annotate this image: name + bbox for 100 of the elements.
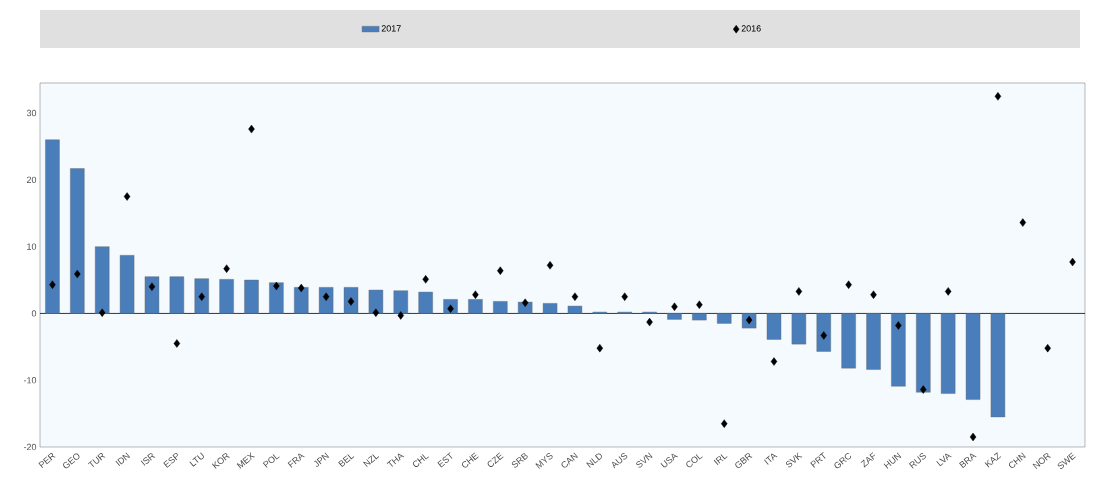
x-tick-label: ESP [163,453,178,468]
y-tick-label: -20 [23,443,37,451]
x-tick-label: SRB [511,453,528,468]
point [621,292,628,301]
point [770,357,778,366]
point [845,280,852,289]
point [944,287,952,296]
bar [816,313,831,352]
point [521,298,529,307]
point [397,311,404,320]
bar [567,305,583,314]
bar [940,313,956,394]
x-tick-label: BEL [338,454,355,468]
bar [169,276,185,314]
point [646,317,653,327]
bar [194,278,209,314]
y-tick-label: -10 [23,377,37,384]
bar [393,290,408,314]
point [123,192,131,201]
point [1044,343,1051,353]
x-tick-label: BRA [959,453,977,469]
point [596,343,604,353]
bar [717,313,732,324]
bar [542,303,558,314]
x-tick-label: USA [660,453,679,468]
point [298,283,305,293]
y-tick-label: 0 [31,310,37,317]
x-tick-label: THA [386,453,405,467]
point [820,331,827,340]
bar [418,291,433,314]
bar [219,279,234,314]
bar [70,168,85,314]
point [546,261,554,270]
bar [692,313,707,321]
point [994,92,1002,101]
x-tick-label: FRA [287,453,305,468]
x-tick-label: TUR [87,453,106,468]
x-tick-label: LTU [189,452,204,467]
bar [493,301,508,314]
point [497,266,504,275]
bar [965,313,981,400]
point [969,432,977,442]
bar [841,313,856,369]
bar [119,255,135,314]
bar [468,299,483,314]
bar [916,313,931,393]
y-tick-label: 10 [27,243,37,250]
point [223,264,230,273]
y-tick-label: 30 [26,109,37,117]
legend-label: 2016 [741,25,761,32]
point [870,290,877,299]
bar [368,289,384,314]
point [248,124,255,134]
bar [866,313,881,370]
x-tick-label: POL [262,454,280,468]
point [1069,257,1076,267]
bar [244,279,259,314]
x-tick-label: RUS [908,453,926,469]
x-tick-label: CZE [487,452,504,467]
x-tick-label: CHL [412,454,430,467]
point [74,269,81,279]
x-tick-label: IDN [115,452,131,467]
legend-label: 2017 [381,25,401,32]
x-tick-label: NZL [363,454,380,468]
x-tick-label: PER [38,453,56,469]
x-tick-label: IRL [713,454,728,466]
point [1019,218,1026,227]
point [49,280,56,289]
point [173,339,181,348]
bar [294,287,309,314]
y-tick-label: 20 [26,176,37,184]
bar [45,139,60,314]
point [571,292,579,301]
point [372,308,380,317]
point [148,282,156,291]
point [795,287,803,296]
bar [766,313,782,340]
bar [144,276,160,314]
bar [667,313,682,320]
bar [791,313,807,345]
x-tick-label: ISR [140,453,156,466]
point [273,281,280,291]
x-tick-label: COL [686,454,703,468]
bar [269,282,284,314]
bar [990,313,1006,418]
point [671,302,678,311]
x-tick-label: CAN [561,452,578,468]
point [696,300,703,309]
point [99,308,106,317]
bar [891,313,906,387]
x-tick-label: JPN [314,452,330,467]
x-tick-label: LVA [936,453,952,467]
point [895,321,902,330]
point [422,275,429,284]
point [920,385,927,394]
x-tick-label: GBR [735,453,753,468]
x-tick-label: NLD [586,453,602,468]
point [721,419,728,428]
x-tick-label: ITA [764,453,778,465]
point [472,290,479,299]
